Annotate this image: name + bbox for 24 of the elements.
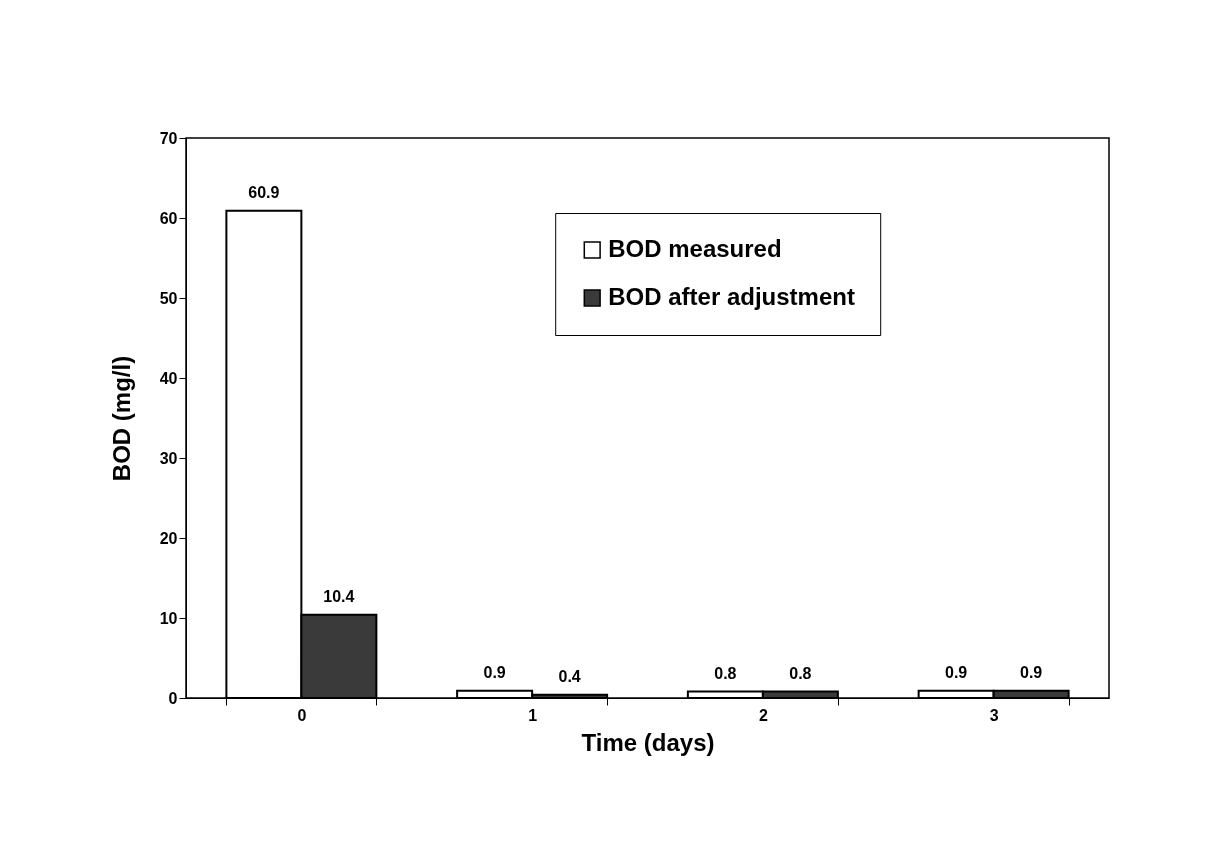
y-tick-label: 0 [168,689,178,707]
x-tick-label: 3 [989,706,999,724]
x-tick-label: 2 [758,706,768,724]
x-axis-title: Time (days) [581,728,715,756]
y-tick-label: 60 [159,209,178,227]
y-tick-label: 10 [159,609,178,627]
data-label: 10.4 [323,587,355,605]
y-axis-title: BOD (mg/l) [107,355,135,482]
y-tick-label: 50 [159,289,178,307]
data-label: 60.9 [248,183,280,201]
y-tick-label: 20 [159,529,178,547]
legend-label: BOD measured [608,235,782,262]
x-tick-label: 1 [528,706,538,724]
y-tick-label: 40 [159,369,178,387]
y-tick-label: 70 [159,129,178,147]
data-label: 0.4 [558,667,581,685]
x-tick-label: 0 [297,706,307,724]
data-label: 0.8 [789,664,812,682]
data-label: 0.9 [1020,663,1043,681]
data-label: 0.9 [945,663,968,681]
data-label: 0.8 [714,664,737,682]
data-label: 0.9 [483,663,506,681]
y-tick-label: 30 [159,449,178,467]
legend-label: BOD after adjustment [608,283,855,310]
